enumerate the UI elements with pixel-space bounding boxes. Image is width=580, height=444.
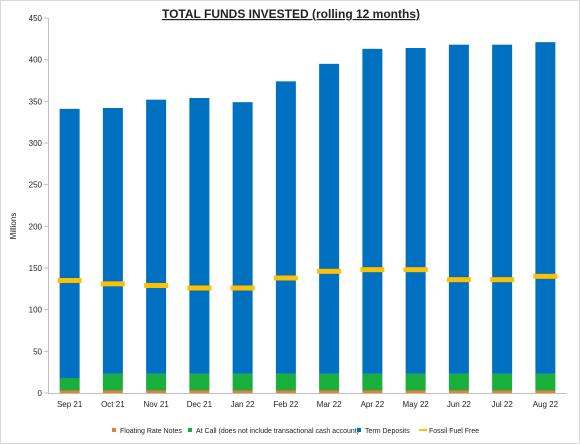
bar-segment <box>232 390 253 393</box>
fossil-fuel-free-marker <box>187 285 212 291</box>
fossil-fuel-free-markers <box>57 267 558 291</box>
bar-segment <box>102 108 123 374</box>
x-tick-label: Jul 22 <box>491 400 513 409</box>
bar-segment <box>102 390 123 393</box>
bar-segment <box>448 44 469 374</box>
bar-segment <box>448 373 469 391</box>
bar-segment <box>405 373 426 391</box>
bar-segment <box>275 390 296 393</box>
bar-segment <box>362 48 383 374</box>
bar-segment <box>146 99 167 374</box>
bar-segment <box>362 373 383 391</box>
fossil-fuel-free-marker <box>57 278 82 283</box>
fossil-fuel-free-marker <box>490 277 515 283</box>
y-tick-label: 50 <box>33 347 42 356</box>
bar-segment <box>102 373 123 391</box>
y-tick-label: 0 <box>38 389 43 398</box>
fossil-fuel-free-marker <box>230 285 255 291</box>
y-tick-label: 400 <box>29 56 43 65</box>
bar-segment <box>232 102 253 374</box>
bar-segment <box>492 373 513 391</box>
y-tick-label: 250 <box>29 181 43 190</box>
x-tick-label: Dec 21 <box>187 400 213 409</box>
bar-segment <box>59 390 80 393</box>
y-tick-label: 150 <box>29 264 43 273</box>
bar-segment <box>275 373 296 391</box>
x-tick-label: Sep 21 <box>57 400 83 409</box>
x-tick-label: Jun 22 <box>447 400 472 409</box>
legend-swatch <box>357 428 361 432</box>
y-tick-label: 300 <box>29 139 43 148</box>
y-tick-label: 100 <box>29 306 43 315</box>
fossil-fuel-free-marker <box>144 283 169 288</box>
fossil-fuel-free-marker <box>273 275 298 281</box>
bar-segment <box>189 98 210 374</box>
bar-segment <box>319 390 340 393</box>
bar-segment <box>146 373 167 391</box>
bar-segment <box>492 44 513 374</box>
legend-label: Term Deposits <box>365 428 410 435</box>
bar-segment <box>448 390 469 393</box>
bar-segment <box>535 390 556 393</box>
bar-segment <box>232 373 253 391</box>
y-axis-ticks: 0 50 100 150 200 250 300 350 400 450 <box>29 14 48 398</box>
fossil-fuel-free-marker <box>446 277 471 283</box>
bar-segment <box>535 373 556 391</box>
x-tick-label: Nov 21 <box>143 400 169 409</box>
x-tick-label: Mar 22 <box>317 400 342 409</box>
x-tick-label: May 22 <box>403 400 430 409</box>
bar-segment <box>362 390 383 393</box>
x-tick-label: Aug 22 <box>533 400 559 409</box>
y-tick-label: 350 <box>29 97 43 106</box>
bar-segment <box>189 373 210 391</box>
bar-segment <box>59 108 80 378</box>
legend-swatch <box>112 428 116 432</box>
legend-swatch <box>419 429 427 431</box>
bar-segment <box>59 378 80 391</box>
fossil-fuel-free-marker <box>533 273 558 279</box>
bar-series <box>59 42 556 393</box>
bar-segment <box>189 390 210 393</box>
bar-segment <box>405 48 426 374</box>
bar-segment <box>405 390 426 393</box>
legend-label: Fossil Fuel Free <box>429 428 479 435</box>
legend-label: Floating Rate Notes <box>120 428 182 435</box>
fossil-fuel-free-marker <box>100 281 125 287</box>
bar-segment <box>146 390 167 393</box>
fossil-fuel-free-marker <box>317 268 342 274</box>
bar-segment <box>275 81 296 374</box>
fossil-fuel-free-marker <box>403 267 428 273</box>
fossil-fuel-free-marker <box>360 267 385 273</box>
x-tick-label: Jan 22 <box>231 400 256 409</box>
legend-label: At Call (does not include transactional … <box>196 428 359 435</box>
bar-segment <box>492 390 513 393</box>
legend-swatch <box>188 428 192 432</box>
chart-title: TOTAL FUNDS INVESTED (rolling 12 months) <box>162 7 420 21</box>
legend: Floating Rate Notes At Call (does not inc… <box>112 428 479 435</box>
x-tick-label: Apr 22 <box>361 400 385 409</box>
bar-segment <box>319 63 340 374</box>
y-axis-label: Millions <box>9 213 18 240</box>
bar-segment <box>319 373 340 391</box>
x-tick-label: Oct 21 <box>101 400 125 409</box>
bar-segment <box>535 42 556 374</box>
x-axis-ticks: Sep 21 Oct 21 Nov 21 Dec 21 Jan 22 Feb 22 Mar … <box>57 400 559 409</box>
x-tick-label: Feb 22 <box>273 400 298 409</box>
y-tick-label: 450 <box>29 14 43 23</box>
y-tick-label: 200 <box>29 222 43 231</box>
